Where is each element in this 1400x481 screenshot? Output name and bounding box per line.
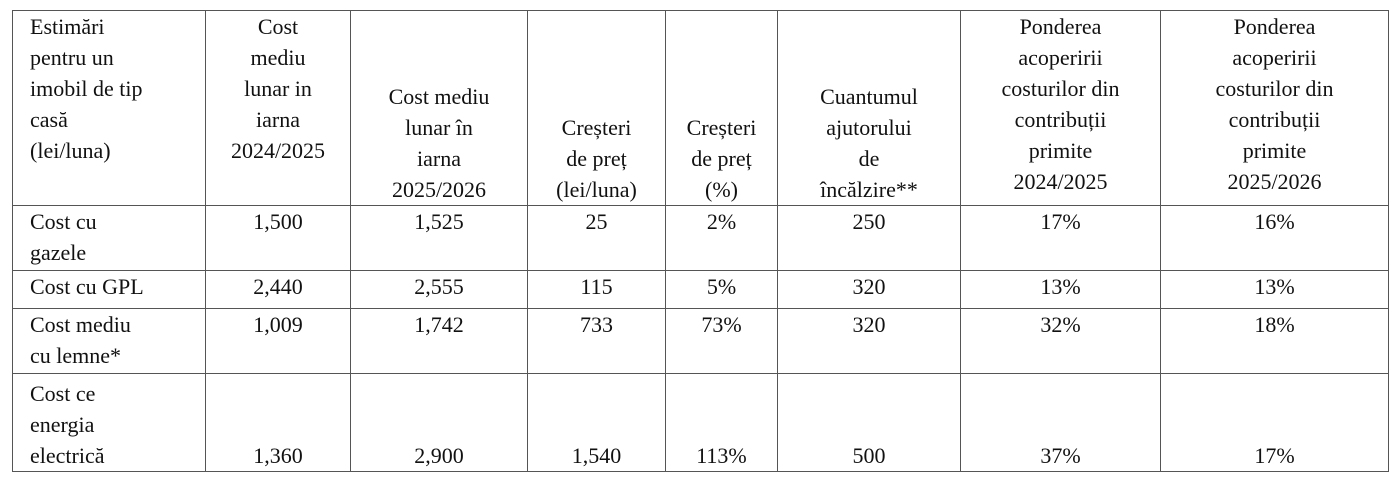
table-cell: Cost cu GPL bbox=[12, 270, 206, 309]
table-cell: 1,360 bbox=[205, 373, 351, 472]
table-cell: 2,900 bbox=[350, 373, 528, 472]
table-cell: 500 bbox=[777, 373, 961, 472]
table-cell: 113% bbox=[665, 373, 778, 472]
table-cell: 2,440 bbox=[205, 270, 351, 309]
table-cell: 25 bbox=[527, 205, 666, 271]
table-cell: 320 bbox=[777, 308, 961, 374]
table-cell: 17% bbox=[1160, 373, 1389, 472]
table-cell: 32% bbox=[960, 308, 1161, 374]
table-cell: 16% bbox=[1160, 205, 1389, 271]
table-cell: 18% bbox=[1160, 308, 1389, 374]
table-cell: 2% bbox=[665, 205, 778, 271]
table-cell: 1,742 bbox=[350, 308, 528, 374]
table-cell: 2,555 bbox=[350, 270, 528, 309]
header-cell: Cost mediu lunar în iarna 2025/2026 bbox=[350, 10, 528, 206]
table-row: Estimări pentru un imobil de tip casă (l… bbox=[12, 10, 1389, 206]
table-cell: 13% bbox=[1160, 270, 1389, 309]
header-cell: Ponderea acoperirii costurilor din contr… bbox=[1160, 10, 1389, 206]
table-cell: 733 bbox=[527, 308, 666, 374]
heating-cost-table: Estimări pentru un imobil de tip casă (l… bbox=[12, 10, 1389, 472]
table-cell: Cost mediu cu lemne* bbox=[12, 308, 206, 374]
table-cell: 1,500 bbox=[205, 205, 351, 271]
table-cell: 1,540 bbox=[527, 373, 666, 472]
table-cell: 115 bbox=[527, 270, 666, 309]
table-cell: 1,009 bbox=[205, 308, 351, 374]
table-cell: 5% bbox=[665, 270, 778, 309]
table-row: Cost ce energia electrică 1,360 2,900 1,540… bbox=[12, 373, 1389, 472]
header-cell: Estimări pentru un imobil de tip casă (l… bbox=[12, 10, 206, 206]
table-cell: Cost ce energia electrică bbox=[12, 373, 206, 472]
table-cell: 1,525 bbox=[350, 205, 528, 271]
table-cell: 250 bbox=[777, 205, 961, 271]
table-cell: 73% bbox=[665, 308, 778, 374]
table-cell: 37% bbox=[960, 373, 1161, 472]
header-cell: Creșteri de preț (lei/luna) bbox=[527, 10, 666, 206]
table-row: Cost mediu cu lemne* 1,009 1,742 733 73% 320 3… bbox=[12, 308, 1389, 374]
table-cell: 17% bbox=[960, 205, 1161, 271]
header-cell: Cost mediu lunar in iarna 2024/2025 bbox=[205, 10, 351, 206]
header-cell: Ponderea acoperirii costurilor din contr… bbox=[960, 10, 1161, 206]
header-cell: Cuantumul ajutorului de încălzire** bbox=[777, 10, 961, 206]
table-body: Estimări pentru un imobil de tip casă (l… bbox=[12, 10, 1389, 472]
table-cell: 13% bbox=[960, 270, 1161, 309]
table-cell: Cost cu gazele bbox=[12, 205, 206, 271]
table-row: Cost cu GPL 2,440 2,555 115 5% 320 13% 13% bbox=[12, 270, 1389, 309]
header-cell: Creșteri de preț (%) bbox=[665, 10, 778, 206]
table-row: Cost cu gazele 1,500 1,525 25 2% 250 17% 16% bbox=[12, 205, 1389, 271]
table-cell: 320 bbox=[777, 270, 961, 309]
